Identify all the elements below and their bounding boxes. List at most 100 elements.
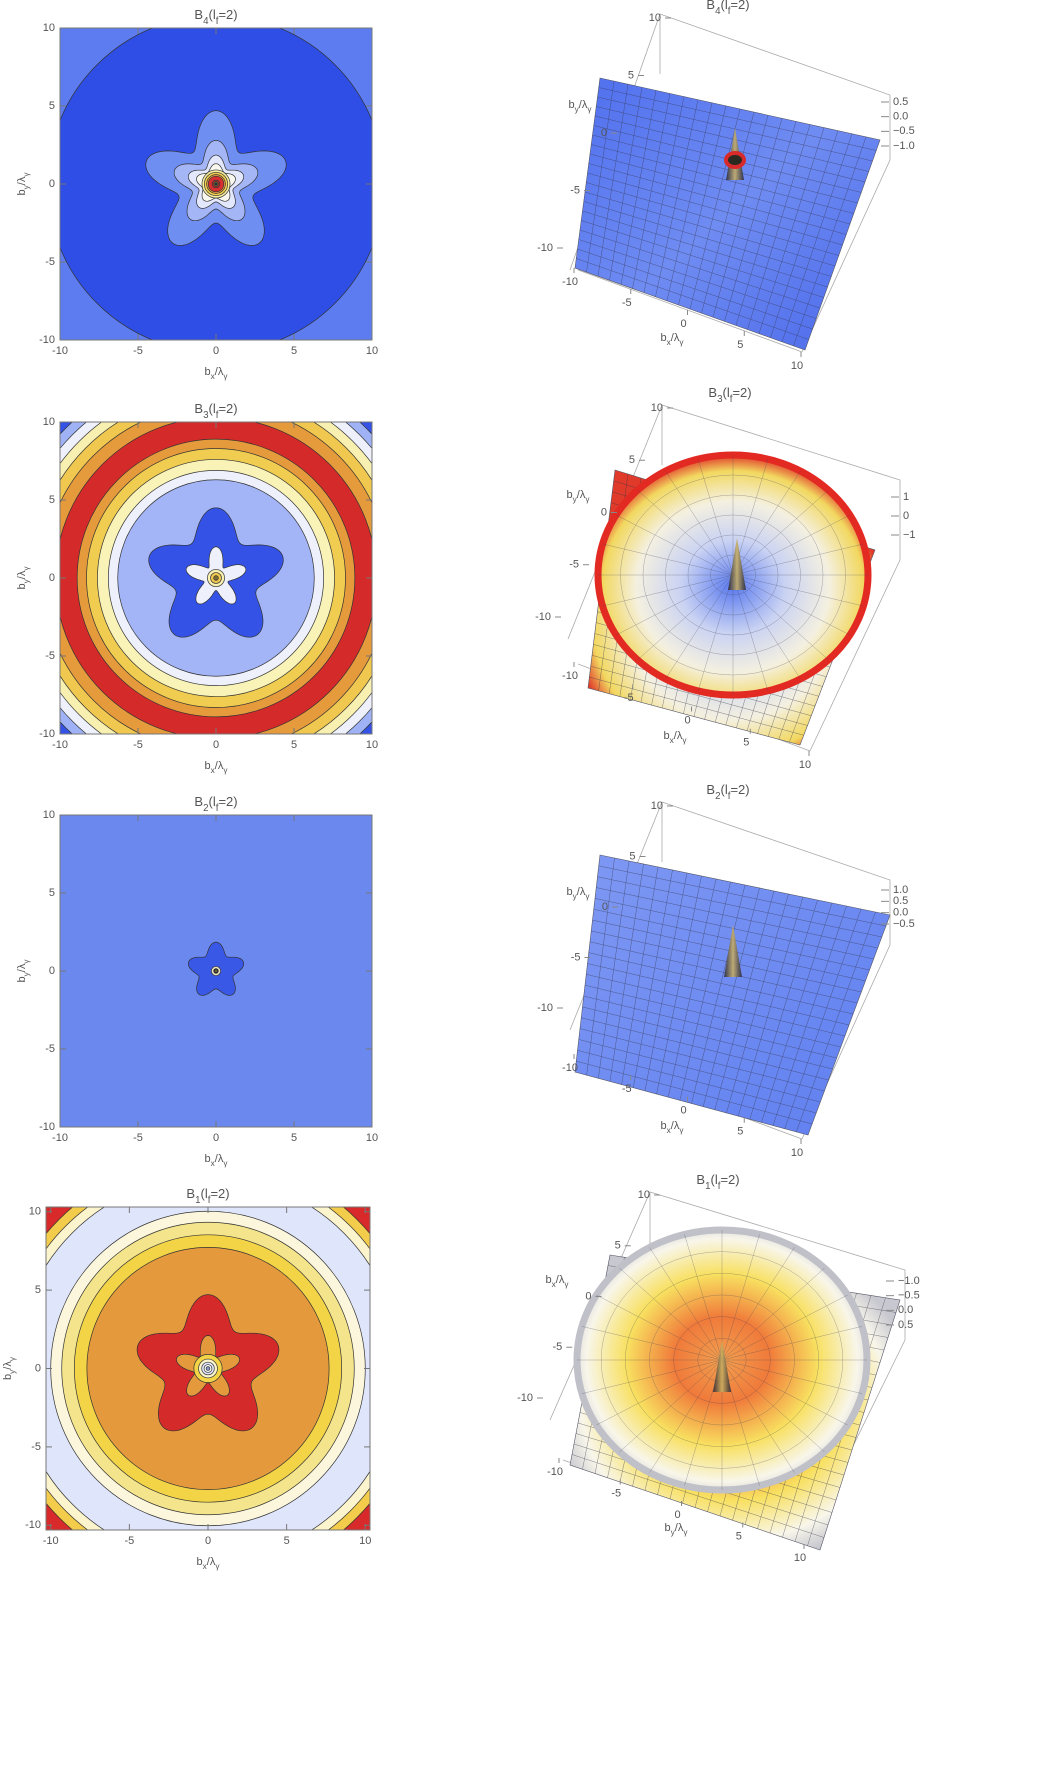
mesh-line [747,124,811,330]
x-tick-label: 5 [284,1535,290,1547]
y-tick-label: -5 [45,1043,55,1055]
y-axis-label-part: γ [564,1280,569,1289]
contour-region [214,182,218,186]
y-axis-label-part: γ [585,495,590,504]
z-tick-label: −0.5 [893,125,915,137]
mesh-line [665,514,801,636]
x-axis-label: bx/λγ [661,332,685,347]
chart-title-part: B [194,794,203,809]
z-tick-label: 0.0 [893,907,908,919]
mesh-line [702,887,760,1107]
x-tick-label: 5 [743,737,749,749]
z-tick-label: 0.5 [893,96,908,108]
mesh-line [571,1454,825,1538]
chart-title-part: 2 [203,803,208,814]
mesh-line [724,118,783,322]
chart-title-part: f [216,410,219,421]
mesh-line [576,258,809,340]
mesh-line [784,908,862,1129]
y-tick-label: 5 [629,850,635,862]
chart-title-part: f [718,1181,721,1192]
mesh-line [584,984,841,1048]
x-tick-label: 10 [366,345,378,357]
mesh-line [714,890,775,1110]
y-axis-label-part: γ [587,105,592,114]
x-tick-label: 0 [213,345,219,357]
z-tick-label: 0.0 [893,111,908,123]
x-axis-label-part: b [197,1556,203,1568]
x-axis-label-part: γ [223,766,228,775]
mesh-line [737,896,804,1117]
x-axis-label-part: /λ [215,760,224,772]
chart-title-part: (l [209,401,216,416]
surface-spike [728,538,746,590]
y-axis-label-part: y [573,495,578,504]
x-tick-label: 0 [213,1132,219,1144]
y-tick-label: 0 [601,127,607,139]
x-tick-label: -5 [611,1487,621,1499]
x-axis-label-part: /λ [674,730,683,742]
y-axis-label-part: y [22,184,31,189]
x-tick-label: 5 [736,1530,742,1542]
x-tick-label: -10 [52,345,68,357]
mesh-line [577,1050,817,1114]
mesh-line [579,1028,825,1092]
x-axis-label-part: b [665,1522,671,1534]
chart-title-part: 3 [203,410,208,421]
z-tick-label: −1.0 [898,1275,920,1287]
mesh-line [586,974,845,1037]
z-tick-label: −0.5 [893,918,915,930]
y-axis-label-part: b [16,583,28,589]
y-tick-label: 10 [651,402,663,414]
x-axis-label-part: γ [682,736,687,745]
x-tick-label: 0 [684,714,690,726]
mesh-line [590,665,808,726]
chart-title-part: 3 [717,394,722,405]
x-axis-label-part: x [211,372,216,381]
y-tick-label: 0 [585,1290,591,1302]
x-axis-label-part: γ [223,372,228,381]
x-tick-label: -5 [133,345,143,357]
y-tick-label: 5 [35,1284,41,1296]
x-axis-label: by/λγ [665,1522,689,1537]
mesh-line [649,1294,795,1426]
chart-title-part: B [186,1186,195,1201]
mesh-line [582,1006,833,1070]
y-axis-label: by/λγ [16,566,31,590]
y-tick-label: -5 [31,1441,41,1453]
x-axis-label-part: b [661,332,667,344]
box-edge [801,159,891,353]
chart-title-part: (l [721,0,728,12]
x-tick-label: -5 [622,1083,632,1095]
y-axis-label-part: /λ [16,570,28,579]
y-axis-label: by/λγ [569,99,593,114]
x-tick-label: 0 [205,1535,211,1547]
x-axis-label-part: /λ [671,1120,680,1132]
x-tick-label: -5 [124,1535,134,1547]
chart-title-part: 1 [195,1195,200,1206]
chart-title-part: f [216,803,219,814]
x-axis-label-part: γ [679,338,684,347]
chart-title-part: =2) [732,385,751,400]
chart-title-part: =2) [730,0,749,12]
chart-title-part: B [194,401,203,416]
contour-field [60,28,372,340]
y-tick-label: -10 [535,611,551,623]
mesh-line [583,201,832,277]
y-axis-label-part: /λ [577,886,586,898]
x-axis-label: bx/λγ [205,366,229,381]
y-axis-label-part: /λ [556,1274,565,1286]
contour-field [60,815,372,1127]
y-tick-label: 0 [49,572,55,584]
chart-title-part: =2) [210,1186,229,1201]
z-tick-label: 1 [903,491,909,503]
chart-title-part: f [216,16,219,27]
box-edge [577,269,803,353]
y-tick-label: -10 [25,1519,41,1531]
x-axis-label-part: /λ [215,1153,224,1165]
y-tick-label: 0 [49,965,55,977]
chart-title-part: B [696,1172,705,1187]
z-tick-label: 0.5 [893,895,908,907]
y-axis-label: by/λγ [567,489,591,504]
chart-title-part: B [706,782,715,797]
